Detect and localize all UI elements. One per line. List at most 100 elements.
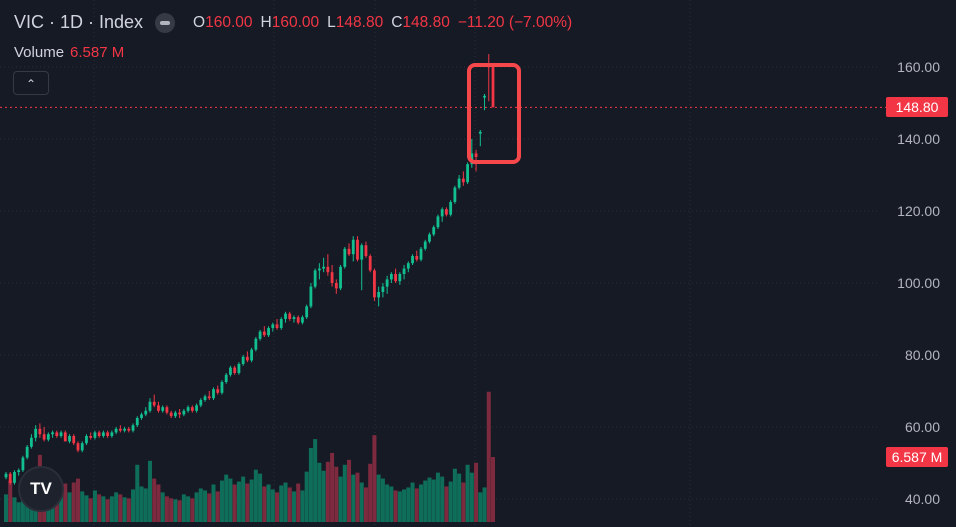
candle-body: [195, 405, 198, 411]
volume-bar: [376, 474, 381, 522]
volume-bar: [419, 484, 424, 522]
volume-bar: [122, 497, 127, 522]
candle-body: [398, 274, 402, 282]
volume-bar: [228, 478, 233, 522]
candle-body: [97, 432, 101, 436]
open-value: 160.00: [205, 13, 253, 31]
candle-body: [216, 389, 220, 393]
volume-bar: [279, 485, 284, 522]
volume-bar: [482, 487, 487, 522]
candle-body: [13, 472, 16, 483]
candle-body: [262, 331, 266, 336]
price-tick-label: 140.00: [897, 131, 940, 147]
volume-bar: [84, 495, 89, 522]
price-tick-label: 100.00: [897, 275, 940, 291]
candle-body: [250, 349, 254, 361]
candle-body: [127, 428, 131, 431]
volume-bar: [368, 463, 373, 522]
candle-body: [284, 313, 287, 319]
candle-body: [360, 245, 364, 260]
candle-body: [419, 248, 423, 260]
candle-body: [271, 324, 275, 328]
candle-body: [182, 410, 186, 415]
volume-bar: [385, 484, 390, 522]
volume-bar: [380, 478, 385, 522]
low-value: 148.80: [335, 13, 384, 31]
candle-body: [135, 418, 139, 426]
volume-tag: 6.587 M: [886, 447, 948, 467]
candle-body: [461, 178, 465, 183]
volume-bar: [258, 473, 263, 522]
volume-bar: [452, 468, 457, 522]
volume-bar: [143, 488, 148, 522]
candle-body: [309, 286, 313, 307]
chevron-up-icon: ⌃: [25, 77, 37, 91]
tradingview-logo[interactable]: TV: [18, 466, 64, 512]
volume-bar: [266, 484, 271, 522]
volume-bar: [147, 460, 152, 522]
volume-bar: [211, 484, 216, 522]
volume-bar: [109, 496, 114, 522]
collapse-legend-button[interactable]: ⌃: [13, 71, 49, 95]
candle-body: [42, 434, 46, 440]
volume-bar: [287, 487, 292, 522]
candle-body: [317, 268, 321, 271]
candle-body: [258, 331, 262, 339]
volume-bar: [203, 490, 208, 522]
volume-bar: [198, 488, 203, 522]
candle-body: [110, 432, 114, 436]
candle-body: [152, 401, 156, 406]
candle-body: [428, 234, 431, 242]
grid-lines: [0, 0, 880, 527]
symbol-title[interactable]: VIC · 1D · Index: [14, 12, 144, 32]
price-tick-label: 60.00: [904, 419, 940, 435]
volume-bar: [372, 435, 377, 522]
candle-body: [415, 256, 419, 260]
candle-body: [343, 248, 347, 267]
candle-body: [301, 317, 304, 323]
candle-body: [80, 443, 84, 451]
volume-bar: [80, 491, 85, 522]
candle-body: [241, 356, 245, 364]
volume-bar: [4, 494, 8, 522]
candle-body: [140, 414, 143, 418]
volume-value: 6.587 M: [70, 44, 125, 61]
candle-body: [423, 241, 427, 249]
candle-body: [72, 436, 76, 444]
volume-bar: [291, 491, 296, 522]
volume-bar: [440, 476, 445, 522]
candle-body: [483, 95, 486, 98]
volume-bar: [300, 490, 305, 522]
candles: [4, 54, 495, 485]
candle-body: [377, 292, 381, 298]
candle-body: [233, 367, 237, 373]
volume-bar: [164, 496, 169, 522]
candle-body: [224, 374, 228, 382]
volume-bar: [491, 457, 495, 522]
candle-body: [491, 67, 495, 108]
high-value: 160.00: [271, 13, 320, 31]
candle-body: [76, 443, 80, 451]
candle-body: [394, 274, 397, 282]
volume-bar: [245, 483, 250, 522]
volume-bar: [406, 487, 411, 522]
volume-bar: [114, 492, 119, 522]
volume-bar: [118, 494, 123, 522]
volume-bar: [474, 462, 479, 522]
candle-body: [46, 434, 50, 440]
volume-bar: [135, 464, 140, 522]
volume-label[interactable]: Volume: [14, 44, 65, 61]
candle-body: [347, 248, 351, 255]
candle-body: [381, 286, 385, 292]
hide-indicator-icon[interactable]: [155, 12, 176, 33]
volume-bar: [50, 496, 55, 522]
change-value: −11.20 (−7.00%): [457, 13, 573, 31]
last-price-tag: 148.80: [886, 97, 948, 117]
volume-bar: [63, 483, 68, 522]
volume-bar: [152, 478, 157, 522]
volume-bar: [478, 492, 483, 522]
volume-bar: [54, 498, 59, 522]
candle-body: [296, 317, 300, 323]
volume-bar: [270, 489, 275, 522]
